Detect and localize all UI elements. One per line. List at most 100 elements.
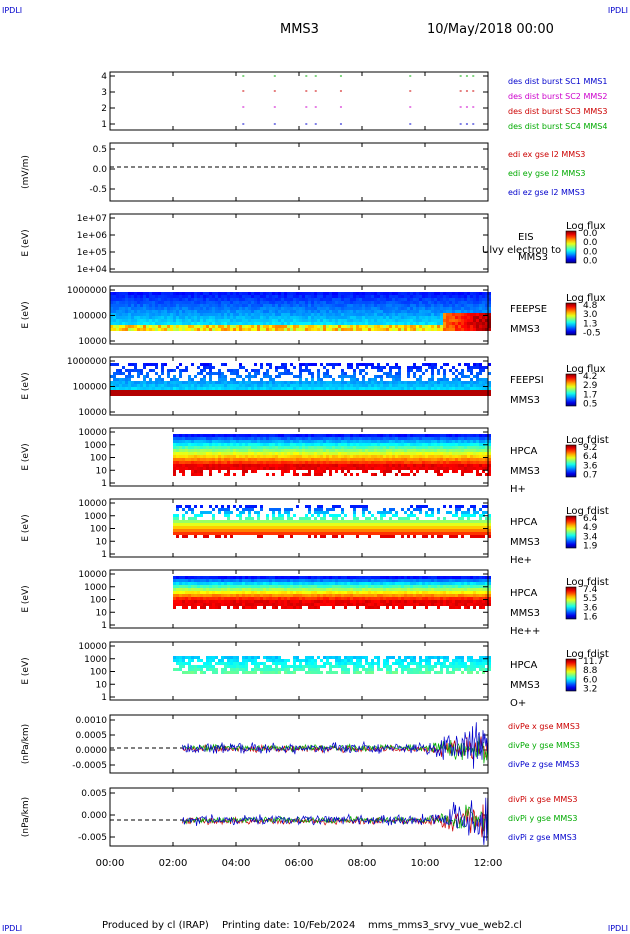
panel-feepse-cell <box>272 313 275 316</box>
panel-hpca_he-cell <box>203 532 206 535</box>
panel-hpca_h-cell <box>368 464 371 467</box>
panel-hpca_he-cell <box>191 529 194 532</box>
panel-feepsi-cell <box>485 366 488 369</box>
panel-hpca_he-cell <box>365 517 368 520</box>
panel-feepse-cell <box>191 301 194 304</box>
panel-hpca_h-cell <box>371 437 374 440</box>
panel-hpca_h-cell <box>446 452 449 455</box>
panel-hpca_h-cell <box>242 452 245 455</box>
panel-hpca_h-cell <box>368 467 371 470</box>
panel-feepse-cell <box>332 310 335 313</box>
panel-hpca_h-cell <box>287 443 290 446</box>
panel-feepsi-cell <box>164 387 167 390</box>
panel-feepse-cell <box>197 322 200 325</box>
panel-hpca_he-cell <box>257 511 260 514</box>
panel-feepsi-cell <box>260 390 263 393</box>
panel-feepsi-cell <box>170 378 173 381</box>
panel-hpca_h-cell <box>335 455 338 458</box>
panel-feepse-cell <box>257 313 260 316</box>
panel-hpca_h-cell <box>233 455 236 458</box>
panel-hpca_h-cell <box>218 443 221 446</box>
panel-feepse-cell <box>461 313 464 316</box>
panel-hpca_h-cell <box>440 461 443 464</box>
panel-hpca_he-cell <box>254 523 257 526</box>
panel-hpca_he-cell <box>233 532 236 535</box>
panel-hpca_h-cell <box>356 473 359 476</box>
panel-feepsi-cell <box>308 369 311 372</box>
panel-feepse-cell <box>431 313 434 316</box>
panel-hpca_he-cell <box>365 508 368 511</box>
panel-hpca_he-cell <box>419 508 422 511</box>
panel-feepsi-cell <box>248 381 251 384</box>
panel-feepsi-cell <box>443 363 446 366</box>
panel-feepse-cell <box>332 292 335 295</box>
panel-feepse-cell <box>203 295 206 298</box>
panel-feepsi-cell <box>140 393 143 396</box>
panel-feepsi-cell <box>167 375 170 378</box>
panel-feepsi-cell <box>137 381 140 384</box>
panel-feepse-cell <box>233 310 236 313</box>
panel-hpca_h-cell <box>374 443 377 446</box>
panel-feepse-cell <box>482 325 485 328</box>
panel-feepsi-cell <box>386 375 389 378</box>
panel-feepsi-cell <box>365 363 368 366</box>
panel-feepsi-cell <box>386 372 389 375</box>
panel-feepsi-cell <box>347 384 350 387</box>
panel-feepsi-cell <box>353 384 356 387</box>
panel-feepse-cell <box>416 316 419 319</box>
panel-hpca_h-cell <box>488 443 491 446</box>
panel-feepse-cell <box>224 295 227 298</box>
panel-feepse-cell <box>323 295 326 298</box>
panel-feepse-cell <box>488 325 491 328</box>
panel-hpca_h-cell <box>188 449 191 452</box>
panel-hpca_he-cell <box>314 517 317 520</box>
panel-feepse-cell <box>389 310 392 313</box>
panel-feepsi-cell <box>362 363 365 366</box>
panel-feepsi-cell <box>194 381 197 384</box>
panel-feepse-cell <box>221 322 224 325</box>
panel-hpca_he-cell <box>206 526 209 529</box>
panel-feepsi-cell <box>365 372 368 375</box>
panel-feepsi-cell <box>233 378 236 381</box>
panel-feepsi-cell <box>332 390 335 393</box>
panel-hpca_h-cell <box>335 452 338 455</box>
panel-feepse-cell <box>251 325 254 328</box>
panel-feepse-cell <box>116 328 119 331</box>
panel-feepsi-cell <box>485 387 488 390</box>
panel-feepse-cell <box>317 307 320 310</box>
panel-feepse-cell <box>341 298 344 301</box>
panel-hpca_he-cell <box>266 529 269 532</box>
panel-hpca_he-cell <box>449 511 452 514</box>
panel-hpca_he-cell <box>194 535 197 538</box>
panel-feepse-cell <box>395 313 398 316</box>
panel-hpca_he-cell <box>182 508 185 511</box>
panel-feepsi-cell <box>416 393 419 396</box>
panel-feepse-cell <box>203 319 206 322</box>
panel-feepse-cell <box>176 292 179 295</box>
panel-hpca_he-cell <box>335 520 338 523</box>
panel-hpca_h-cell <box>458 440 461 443</box>
panel-feepsi-cell <box>260 366 263 369</box>
panel-hpca_he-cell <box>299 526 302 529</box>
panel-hpca_he-cell <box>221 505 224 508</box>
panel-feepsi-cell <box>419 384 422 387</box>
panel-feepsi-cell <box>407 390 410 393</box>
panel-feepsi-cell <box>347 375 350 378</box>
panel-feepse-cell <box>248 307 251 310</box>
panel-feepse-cell <box>122 304 125 307</box>
panel-hpca_he-cell <box>347 532 350 535</box>
panel-feepse-cell <box>365 319 368 322</box>
panel-hpca_he-cell <box>323 514 326 517</box>
panel-hpca_h-cell <box>365 458 368 461</box>
panel-feepse-cell <box>404 298 407 301</box>
panel-hpca_h-cell <box>266 458 269 461</box>
panel-hpca_h-cell <box>203 443 206 446</box>
panel-feepsi-cell <box>296 375 299 378</box>
panel-feepse-cell <box>410 325 413 328</box>
panel-hpca_he-cell <box>392 523 395 526</box>
panel-feepse-cell <box>188 322 191 325</box>
panel-hpca_he-cell <box>248 508 251 511</box>
panel-feepse-cell <box>311 310 314 313</box>
panel-feepsi-cell <box>185 384 188 387</box>
panel-hpca_h-cell <box>371 458 374 461</box>
